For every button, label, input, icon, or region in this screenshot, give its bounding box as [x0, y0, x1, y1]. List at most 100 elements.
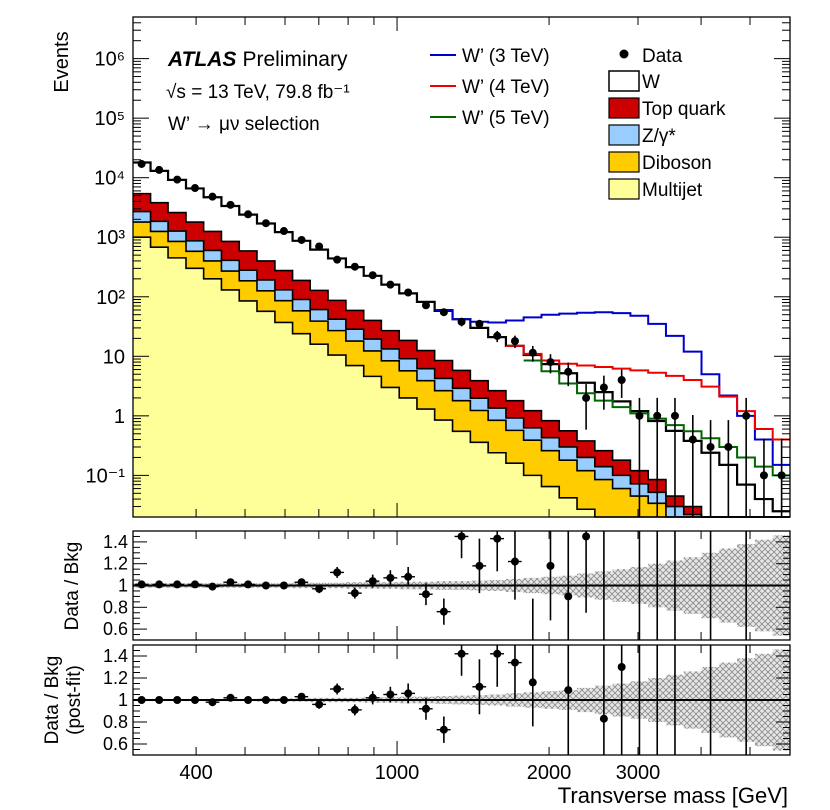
x-tick-label: 400	[179, 762, 212, 784]
legend-w-4tev-label: W’ (4 TeV)	[462, 77, 550, 98]
ratio-point	[617, 663, 626, 671]
bar-multijet	[185, 268, 205, 517]
data-point	[724, 442, 733, 451]
bar-multijet	[452, 431, 471, 517]
ratio-point	[333, 685, 342, 693]
data-point	[635, 411, 644, 420]
ratio-point	[226, 578, 235, 587]
bar-multijet	[274, 322, 293, 517]
legend-diboson-label: Diboson	[642, 153, 712, 174]
ratio-point	[173, 696, 182, 704]
legend-signals: W’ (3 TeV) W’ (4 TeV) W’ (5 TeV)	[430, 46, 550, 129]
data-point	[670, 411, 679, 420]
legend-top-quark-swatch	[608, 97, 640, 119]
ratio-panel: 0.60.811.21.4 Data / Bkg	[62, 530, 791, 641]
bar-multijet	[168, 257, 187, 517]
data-point	[528, 348, 537, 357]
ratio-point	[279, 581, 288, 590]
ratio-point	[582, 532, 591, 541]
postfit-y-ticks: 0.60.811.21.4	[103, 644, 791, 756]
ratio-point	[475, 682, 484, 691]
bar-multijet	[150, 247, 169, 517]
data-point	[368, 271, 377, 280]
legend-w-label: W	[642, 72, 660, 93]
y-tick-label: 10⁵	[94, 108, 125, 130]
legend-z-gamma-swatch	[608, 124, 640, 146]
x-tick-label: 2000	[527, 762, 572, 784]
data-point	[137, 159, 146, 168]
y-tick-label: 1	[114, 406, 125, 428]
experiment-label: ATLAS Preliminary	[167, 48, 348, 71]
data-point	[421, 301, 430, 310]
ratio-point	[261, 696, 270, 704]
energy-lumi-label: √s = 13 TeV, 79.8 fb⁻¹	[166, 82, 350, 103]
main-panel: 10⁻¹ 1 10 10² 10³ 10⁴ 10⁵ 10⁶ Events ATLAS Preli…	[51, 16, 791, 518]
ratio-plot-layers	[133, 531, 791, 640]
ratio-point	[297, 692, 306, 701]
ratio-point	[421, 704, 430, 713]
bar-multijet	[381, 387, 400, 517]
ratio-y-tick-label: 1.2	[103, 554, 128, 574]
data-point	[475, 319, 484, 328]
ratio-point	[404, 572, 413, 581]
bar-multijet	[256, 311, 276, 517]
ratio-point	[297, 578, 306, 587]
ratio-point	[350, 705, 359, 714]
legend-multijet-swatch	[608, 178, 640, 200]
x-tick-label: 1000	[375, 762, 420, 784]
y-tick-label: 10⁻¹	[86, 465, 126, 487]
ratio-y-tick-label: 0.8	[103, 597, 128, 617]
ratio-point	[333, 568, 342, 577]
bar-multijet	[523, 475, 542, 517]
legend-w-3tev-label: W’ (3 TeV)	[462, 46, 550, 67]
postfit-y-axis-label: Data / Bkg	[42, 656, 63, 745]
legend-diboson-swatch	[608, 151, 640, 173]
data-point	[706, 442, 715, 451]
bar-multijet	[399, 397, 418, 517]
ratio-point	[457, 532, 466, 541]
data-point	[226, 200, 235, 209]
bar-diboson	[577, 470, 596, 517]
data-point	[173, 175, 182, 184]
bar-multijet	[239, 300, 258, 517]
experiment-status: Preliminary	[242, 48, 348, 71]
data-point	[208, 192, 217, 201]
bar-diboson	[612, 488, 631, 517]
data-point	[617, 376, 626, 385]
bar-multijet	[470, 442, 489, 517]
ratio-y-tick-label: 1	[118, 576, 128, 596]
outline-top-quark	[133, 192, 790, 518]
postfit-y-axis-label-2: (post-fit)	[64, 665, 85, 735]
data-point	[333, 255, 342, 264]
x-ticks: 400 1000 2000 3000	[179, 762, 660, 784]
ratio-y-ticks: 0.60.811.21.4	[103, 530, 791, 641]
ratio-points	[135, 531, 747, 640]
ratio-point	[510, 557, 519, 566]
ratio-point	[599, 714, 608, 723]
ratio-point	[137, 580, 146, 589]
data-point	[653, 411, 662, 420]
x-tick-label: 3000	[616, 762, 661, 784]
ratio-point	[208, 698, 217, 707]
ratio-point	[475, 561, 484, 570]
outline-z	[133, 210, 790, 518]
data-point	[439, 308, 448, 317]
data-point	[261, 219, 270, 228]
data-point	[546, 358, 555, 367]
y-tick-label: 10	[103, 346, 125, 368]
bar-multijet	[221, 289, 240, 517]
bar-multijet	[345, 365, 365, 517]
ratio-point	[190, 696, 199, 704]
bar-multijet	[505, 463, 525, 517]
bar-multijet	[488, 452, 507, 517]
bar-multijet	[363, 376, 382, 517]
ratio-y-tick-label: 1	[118, 690, 128, 710]
legend-data-label: Data	[642, 46, 683, 67]
ratio-point	[155, 696, 164, 704]
data-points	[137, 159, 786, 517]
bar-multijet	[292, 333, 311, 517]
ratio-point	[386, 573, 395, 582]
legend-multijet-label: Multijet	[642, 180, 703, 201]
ratio-y-tick-label: 0.8	[103, 712, 128, 732]
data-point	[510, 337, 519, 346]
